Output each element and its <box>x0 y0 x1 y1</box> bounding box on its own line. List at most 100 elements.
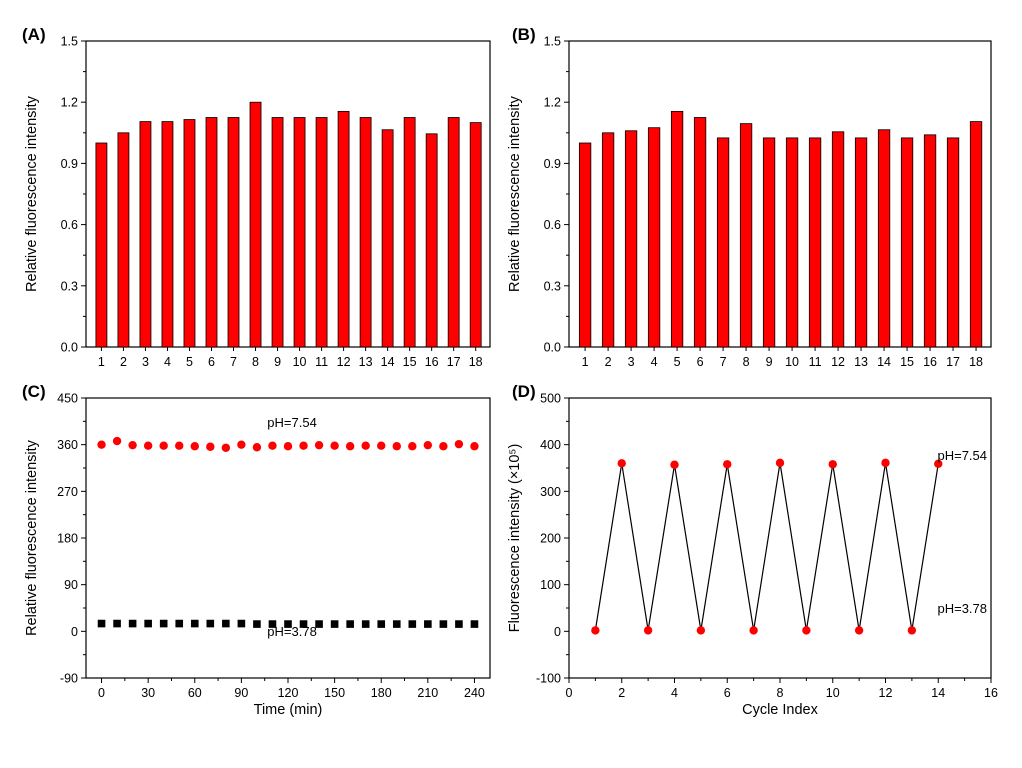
chart-panel-2: (B) 0.0 0.3 0.6 0.9 1.2 1.5 Relative fluorescen… <box>507 25 992 369</box>
data-point <box>439 442 448 451</box>
series-line <box>594 462 939 631</box>
data-point <box>408 442 417 451</box>
y-tick-label: 270 <box>57 485 78 499</box>
data-point <box>314 440 324 450</box>
data-point <box>670 460 679 469</box>
data-point <box>330 620 339 628</box>
x-tick-label: 210 <box>417 686 438 700</box>
y-tick-label: 400 <box>540 438 561 452</box>
x-tick-label: 14 <box>931 686 945 700</box>
y-tick-label: 500 <box>540 392 561 406</box>
y-tick-label: -90 <box>60 672 78 686</box>
y-tick-label: 0.9 <box>61 157 78 171</box>
y-tick-label: 0 <box>554 625 561 639</box>
x-axis-title: Cycle Index <box>742 702 819 718</box>
bar <box>785 137 799 348</box>
y-axis-title: Relative fluorescence intensity <box>24 439 40 636</box>
x-tick-label: 1 <box>98 355 105 369</box>
x-tick-label: 5 <box>674 355 681 369</box>
data-point <box>723 460 732 469</box>
data-point <box>268 441 277 450</box>
x-tick-label: 18 <box>969 355 983 369</box>
bar <box>831 131 845 348</box>
y-axis-title: Relative fluorescence intensity <box>507 95 523 292</box>
data-point <box>128 440 137 450</box>
data-point <box>144 619 152 628</box>
bar <box>647 127 661 348</box>
x-tick-label: 10 <box>826 686 840 700</box>
x-tick-label: 0 <box>98 686 105 700</box>
data-point <box>252 443 262 452</box>
x-tick-label: 0 <box>566 686 573 700</box>
data-point <box>284 620 292 628</box>
bar <box>315 117 328 348</box>
bar <box>337 110 350 348</box>
data-point <box>775 458 785 468</box>
bar <box>670 110 684 348</box>
bar <box>877 129 891 348</box>
annotation-ph-high: pH=7.54 <box>937 448 987 463</box>
data-point <box>392 620 401 628</box>
data-point <box>934 459 943 468</box>
bar <box>359 117 372 348</box>
x-tick-label: 8 <box>743 355 750 369</box>
data-point <box>237 440 246 449</box>
data-point <box>97 440 106 449</box>
x-tick-label: 30 <box>141 686 155 700</box>
data-point <box>330 441 339 450</box>
bar <box>739 123 753 348</box>
bar <box>469 122 482 348</box>
data-point <box>439 620 448 628</box>
x-tick-label: 4 <box>164 355 171 369</box>
annotation-ph-high: pH=7.54 <box>267 415 317 430</box>
y-tick-label: 1.5 <box>544 35 561 49</box>
data-point <box>159 619 168 628</box>
bar <box>693 117 707 348</box>
y-tick-label: 450 <box>57 392 78 406</box>
data-point <box>221 443 231 452</box>
data-point <box>345 442 355 451</box>
x-tick-label: 17 <box>946 355 960 369</box>
bar <box>578 142 592 348</box>
bar <box>381 129 394 348</box>
data-point <box>237 619 246 628</box>
y-tick-label: 0 <box>71 625 78 639</box>
x-tick-label: 14 <box>381 355 395 369</box>
data-point <box>128 619 137 628</box>
x-tick-label: 120 <box>278 686 299 700</box>
x-tick-label: 240 <box>464 686 485 700</box>
bar <box>117 132 130 348</box>
x-tick-label: 2 <box>120 355 127 369</box>
x-tick-label: 11 <box>315 355 328 369</box>
x-tick-label: 8 <box>252 355 259 369</box>
bar <box>249 101 262 348</box>
bar <box>923 134 937 348</box>
y-tick-label: 1.2 <box>544 96 561 110</box>
bar <box>183 119 196 348</box>
x-tick-label: 9 <box>274 355 281 369</box>
data-point <box>175 619 184 628</box>
data-point <box>190 619 199 628</box>
x-tick-label: 6 <box>208 355 215 369</box>
bar <box>95 142 108 348</box>
y-axis-title: Fluorescence intensity (×10⁵) <box>507 444 523 633</box>
y-tick-label: 100 <box>540 578 561 592</box>
x-tick-label: 12 <box>831 355 845 369</box>
x-tick-label: 4 <box>671 686 678 700</box>
bar <box>271 117 284 348</box>
data-point <box>470 620 479 628</box>
x-tick-label: 18 <box>469 355 483 369</box>
x-axis-title: Time (min) <box>254 702 323 718</box>
x-tick-label: 2 <box>605 355 612 369</box>
data-point <box>143 441 153 450</box>
panel-label: (C) <box>22 382 46 401</box>
bar <box>624 130 638 348</box>
bar <box>227 117 240 348</box>
data-point <box>455 620 463 628</box>
data-point <box>315 620 323 628</box>
x-tick-label: 16 <box>923 355 937 369</box>
data-point <box>346 620 354 628</box>
data-point <box>253 620 261 628</box>
data-point <box>206 619 215 628</box>
